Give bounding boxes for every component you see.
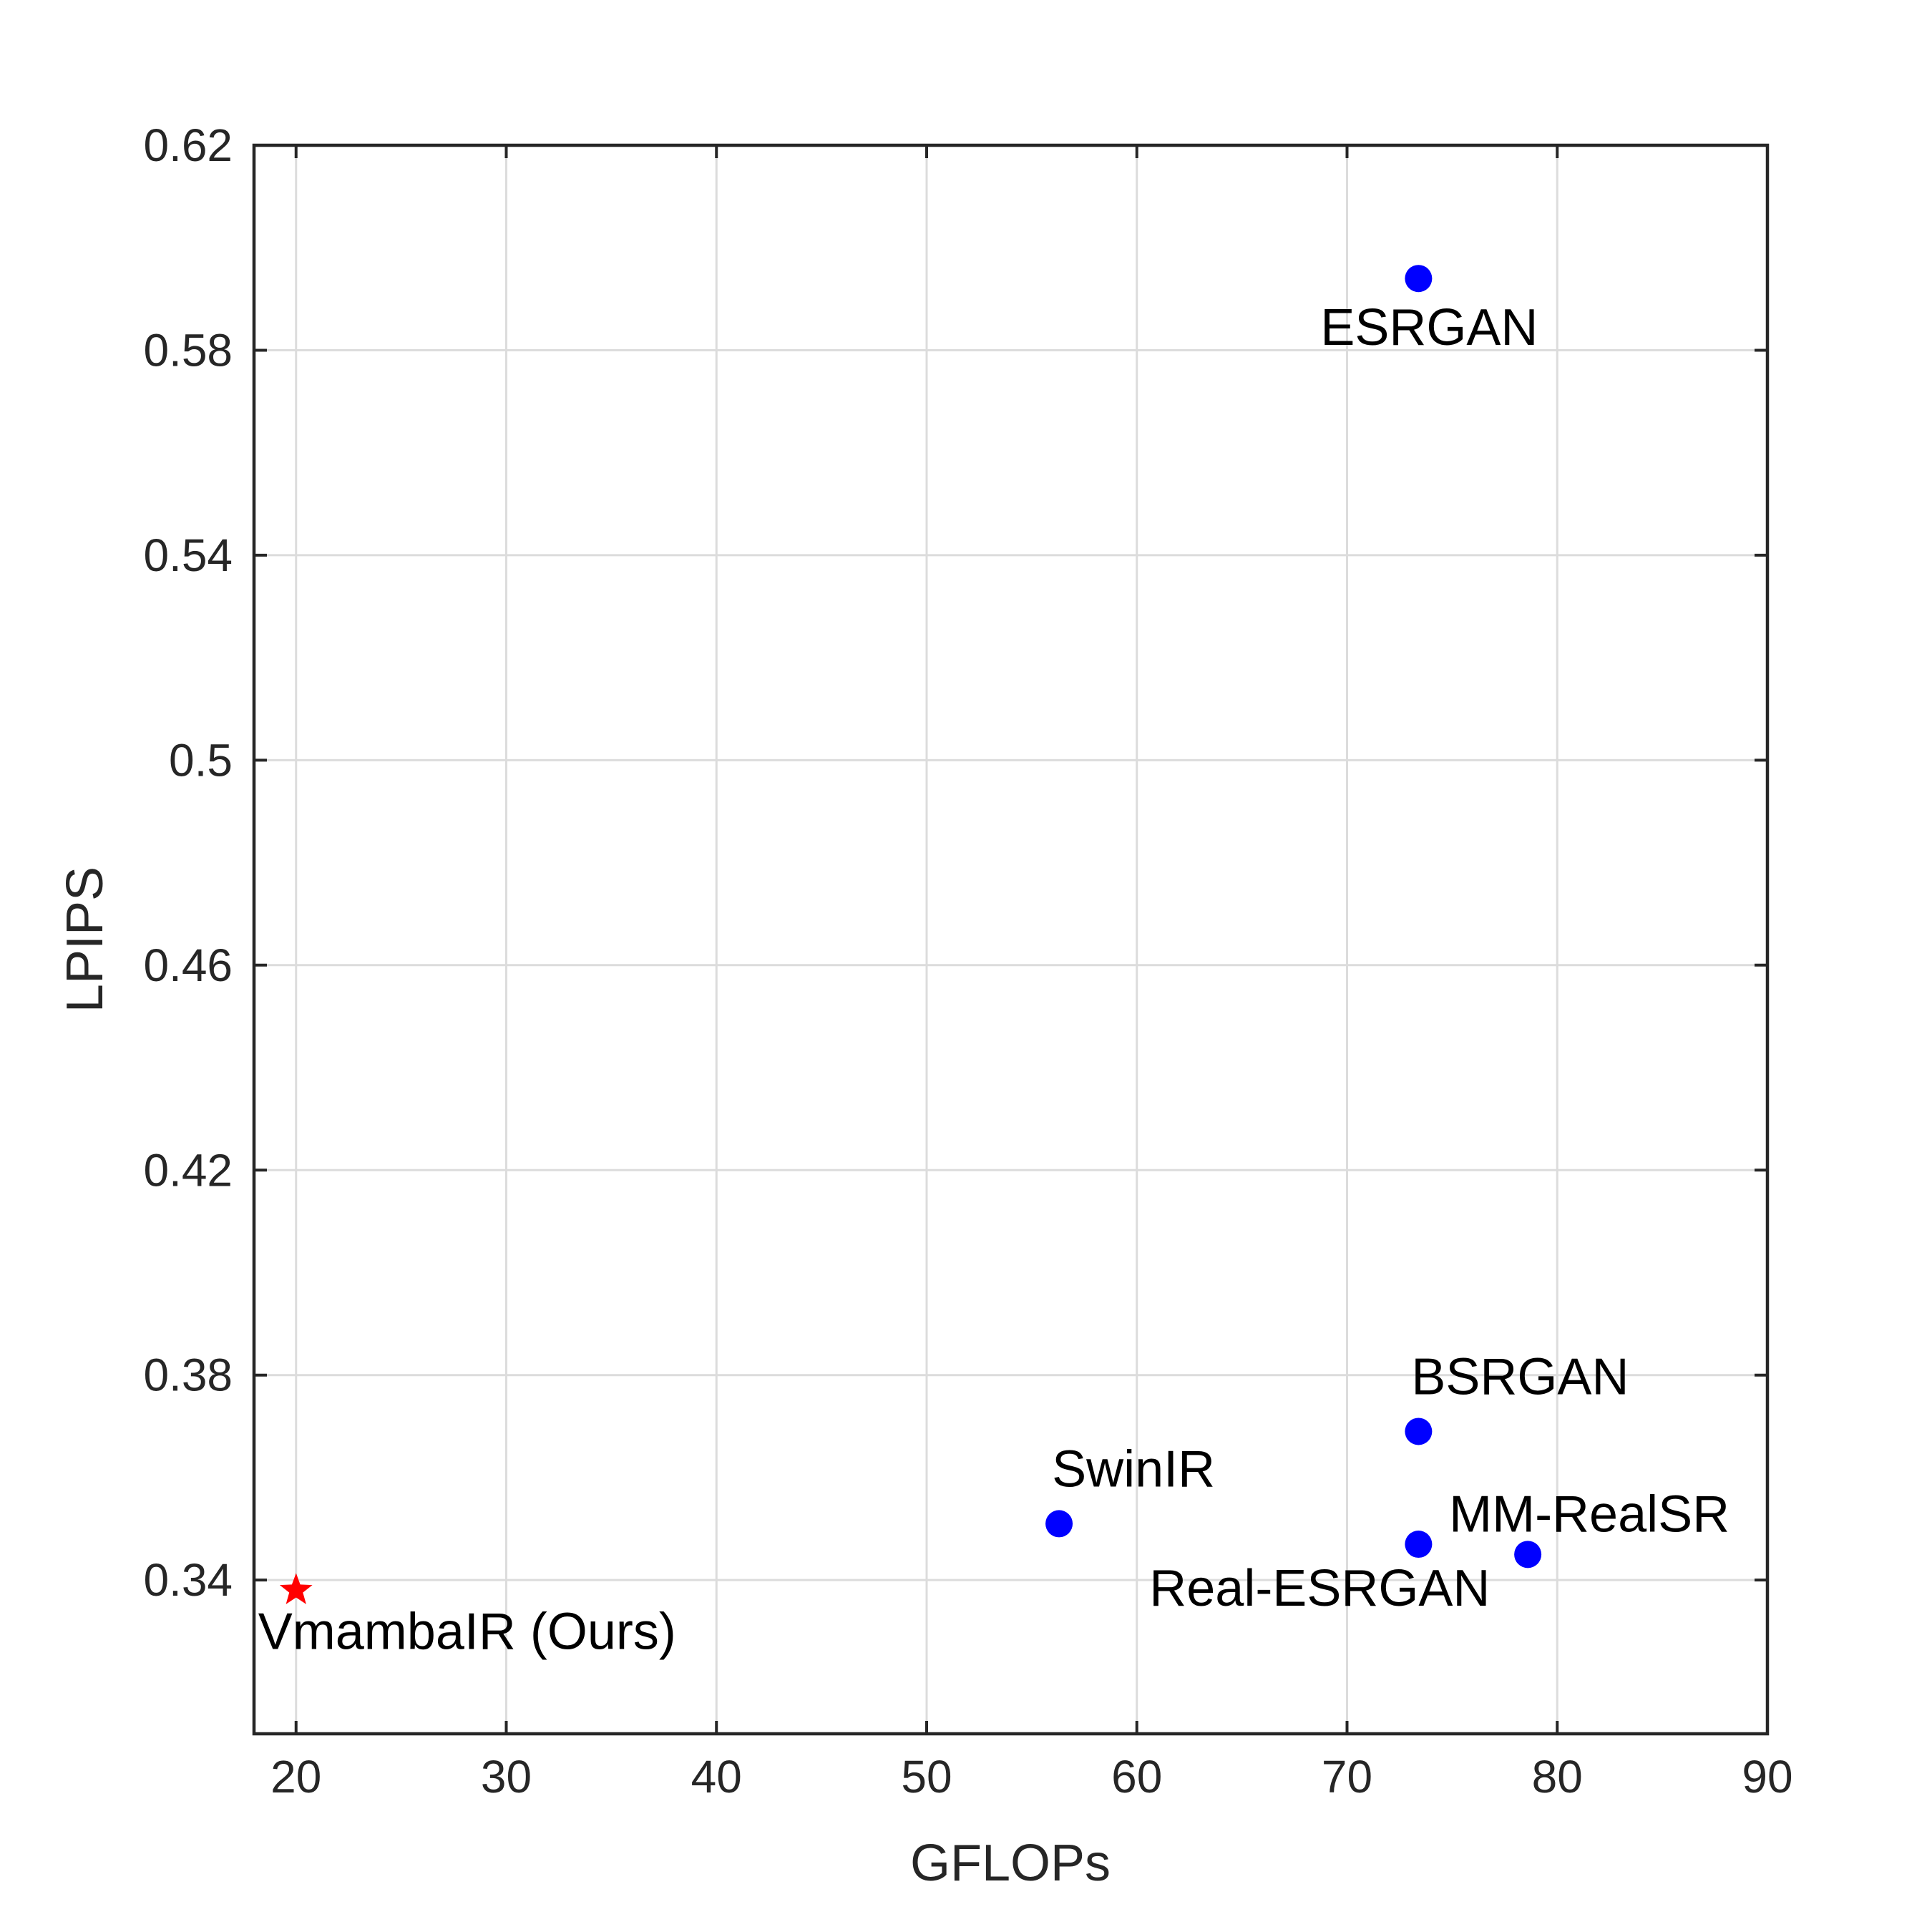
y-tick-label: 0.58	[143, 324, 233, 376]
point-marker	[1405, 1531, 1433, 1558]
x-tick-label: 60	[1111, 1751, 1162, 1802]
x-axis-label: GFLOPs	[910, 1835, 1111, 1892]
x-tick-label: 30	[481, 1751, 532, 1802]
x-tick-label: 20	[270, 1751, 321, 1802]
point-label: ESRGAN	[1320, 299, 1538, 356]
point-marker	[1405, 1418, 1433, 1445]
point-marker-star	[279, 1573, 313, 1604]
x-tick-label: 50	[901, 1751, 952, 1802]
point-marker	[1405, 265, 1433, 293]
y-tick-label: 0.46	[143, 940, 233, 991]
grid	[254, 144, 1769, 1734]
point-marker	[1514, 1541, 1542, 1568]
x-tick-label: 40	[691, 1751, 742, 1802]
axes-box	[252, 143, 1770, 1736]
y-tick-label: 0.42	[143, 1144, 233, 1196]
y-tick-label: 0.54	[143, 530, 233, 581]
x-tick-label: 80	[1532, 1751, 1583, 1802]
point-label: SwinIR	[1052, 1440, 1215, 1498]
point-label: VmambaIR (Ours)	[258, 1603, 676, 1660]
point-label: MM-RealSR	[1449, 1485, 1729, 1543]
data-points: ESRGAN BSRGAN SwinIR Real-ESRGAN MM-RealSR Vm…	[258, 265, 1729, 1660]
y-tick-label: 0.38	[143, 1350, 233, 1401]
y-tick-label: 0.62	[143, 119, 233, 171]
ticks: 20 30 40 50 60 70 80 90 0.34 0.38 0.42 0.46 0.5 0.54 0…	[143, 119, 1792, 1802]
point-marker	[1045, 1510, 1073, 1538]
y-tick-label: 0.34	[143, 1554, 233, 1606]
x-tick-label: 90	[1742, 1751, 1792, 1802]
point-label: BSRGAN	[1411, 1348, 1629, 1405]
y-axis-label: LPIPS	[57, 867, 114, 1013]
y-tick-label: 0.5	[169, 734, 233, 786]
point-label: Real-ESRGAN	[1149, 1560, 1490, 1617]
x-tick-label: 70	[1322, 1751, 1372, 1802]
